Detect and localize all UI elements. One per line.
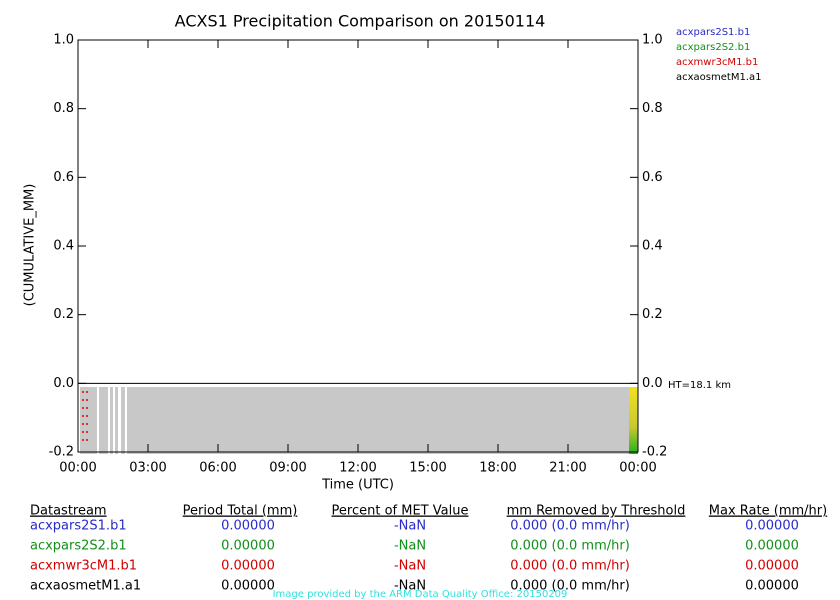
table-cell: 0.00000 [745, 579, 799, 594]
y-tick-label: -0.2 [49, 445, 74, 460]
y2-tick-label: 0.6 [642, 170, 663, 185]
table-cell: -NaN [394, 579, 426, 594]
x-tick-label: 18:00 [479, 461, 516, 476]
table-cell: 0.00000 [221, 539, 275, 554]
x-tick-label: 00:00 [59, 461, 96, 476]
y-tick-label: 0.8 [53, 101, 74, 116]
table-header: Max Rate (mm/hr) [709, 504, 827, 519]
y-axis-label: (CUMULATIVE_MM) [23, 184, 38, 307]
table-cell: acxaosmetM1.a1 [30, 579, 141, 594]
table-cell: -NaN [394, 519, 426, 534]
table-cell: acxmwr3cM1.b1 [30, 559, 137, 574]
legend-entry: acxmwr3cM1.b1 [676, 57, 758, 68]
y2-tick-label: -0.2 [642, 445, 667, 460]
y2-tick-label: 1.0 [642, 33, 663, 48]
table-cell: 0.00000 [745, 539, 799, 554]
x-tick-label: 00:00 [619, 461, 656, 476]
y-tick-label: 1.0 [53, 33, 74, 48]
table-cell: 0.000 (0.0 mm/hr) [510, 579, 630, 594]
y-tick-label: 0.0 [53, 376, 74, 391]
x-tick-label: 21:00 [549, 461, 586, 476]
legend-entry: acxpars2S1.b1 [676, 27, 750, 38]
y2-tick-label: 0.8 [642, 101, 663, 116]
table-cell: 0.000 (0.0 mm/hr) [510, 519, 630, 534]
y-tick-label: 0.2 [53, 307, 74, 322]
y-tick-label: 0.4 [53, 239, 74, 254]
y-tick-label: 0.6 [53, 170, 74, 185]
y2-tick-label: 0.2 [642, 307, 663, 322]
x-tick-label: 03:00 [129, 461, 166, 476]
table-header: Percent of MET Value [332, 504, 469, 519]
table-cell: 0.000 (0.0 mm/hr) [510, 539, 630, 554]
table-header: mm Removed by Threshold [507, 504, 686, 519]
table-cell: 0.00000 [221, 559, 275, 574]
table-cell: -NaN [394, 539, 426, 554]
table-cell: 0.00000 [745, 559, 799, 574]
table-header: Period Total (mm) [183, 504, 298, 519]
x-axis-label: Time (UTC) [321, 478, 394, 493]
x-tick-label: 06:00 [199, 461, 236, 476]
legend-entry: acxaosmetM1.a1 [676, 72, 761, 83]
annotation: HT=18.1 km [668, 380, 731, 391]
table-cell: -NaN [394, 559, 426, 574]
table-cell: acxpars2S1.b1 [30, 519, 127, 534]
x-tick-label: 12:00 [339, 461, 376, 476]
table-cell: 0.00000 [745, 519, 799, 534]
x-tick-label: 15:00 [409, 461, 446, 476]
table-cell: 0.00000 [221, 579, 275, 594]
table-header: Datastream [30, 504, 107, 519]
legend-entry: acxpars2S2.b1 [676, 42, 750, 53]
cloud-strip [80, 387, 638, 454]
y2-tick-label: 0.0 [642, 376, 663, 391]
footer: Image provided by the ARM Data Quality O… [273, 589, 568, 600]
table-cell: acxpars2S2.b1 [30, 539, 127, 554]
table-cell: 0.000 (0.0 mm/hr) [510, 559, 630, 574]
x-tick-label: 09:00 [269, 461, 306, 476]
table-cell: 0.00000 [221, 519, 275, 534]
y2-tick-label: 0.4 [642, 239, 663, 254]
chart-title: ACXS1 Precipitation Comparison on 201501… [175, 12, 546, 31]
